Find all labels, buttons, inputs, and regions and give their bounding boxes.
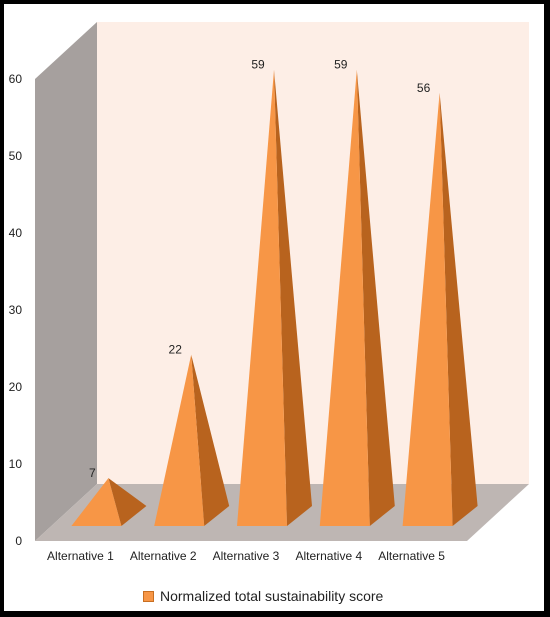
bar-side-face bbox=[108, 478, 147, 526]
data-label: 7 bbox=[89, 466, 96, 480]
bar-side-face bbox=[274, 69, 312, 526]
y-tick-label: 50 bbox=[9, 149, 23, 163]
data-label: 59 bbox=[334, 58, 348, 72]
bar-1 bbox=[71, 478, 147, 526]
bar-front-face bbox=[319, 69, 370, 526]
y-tick-label: 60 bbox=[9, 72, 23, 86]
x-tick-label: Alternative 1 bbox=[47, 549, 114, 563]
bar-front-face bbox=[71, 478, 122, 526]
y-tick-label: 10 bbox=[9, 457, 23, 471]
x-tick-label: Alternative 2 bbox=[130, 549, 197, 563]
y-tick-label: 30 bbox=[9, 303, 23, 317]
x-axis-ticks: Alternative 1 Alternative 2 Alternative 3 A… bbox=[47, 549, 445, 563]
bar-4 bbox=[319, 69, 395, 526]
legend: Normalized total sustainability score bbox=[143, 586, 383, 606]
bar-front-face bbox=[154, 354, 205, 526]
y-tick-label: 20 bbox=[9, 380, 23, 394]
x-tick-label: Alternative 3 bbox=[213, 549, 280, 563]
bar-side-face bbox=[439, 92, 478, 527]
y-tick-label: 0 bbox=[15, 534, 22, 548]
chart-side-wall bbox=[35, 22, 97, 541]
bar-2 bbox=[154, 354, 230, 526]
bar-side-face bbox=[191, 354, 230, 526]
bar-front-face bbox=[237, 69, 287, 526]
legend-label: Normalized total sustainability score bbox=[160, 588, 384, 604]
bars bbox=[71, 69, 478, 527]
data-label: 22 bbox=[169, 343, 183, 357]
bar-5 bbox=[402, 92, 478, 527]
chart-panel: 0 10 20 30 40 50 60 7 22 59 59 56 Alternative 1 Alt… bbox=[4, 4, 544, 611]
bar-side-face bbox=[356, 69, 395, 526]
bar-3 bbox=[237, 69, 312, 526]
x-tick-label: Alternative 5 bbox=[378, 549, 445, 563]
data-label: 56 bbox=[417, 81, 431, 95]
x-tick-label: Alternative 4 bbox=[295, 549, 362, 563]
bar-front-face bbox=[402, 92, 453, 527]
y-tick-label: 40 bbox=[9, 226, 23, 240]
legend-swatch bbox=[143, 590, 154, 602]
data-labels: 7 22 59 59 56 bbox=[89, 58, 431, 480]
y-axis-ticks: 0 10 20 30 40 50 60 bbox=[9, 72, 23, 548]
data-label: 59 bbox=[251, 58, 265, 72]
